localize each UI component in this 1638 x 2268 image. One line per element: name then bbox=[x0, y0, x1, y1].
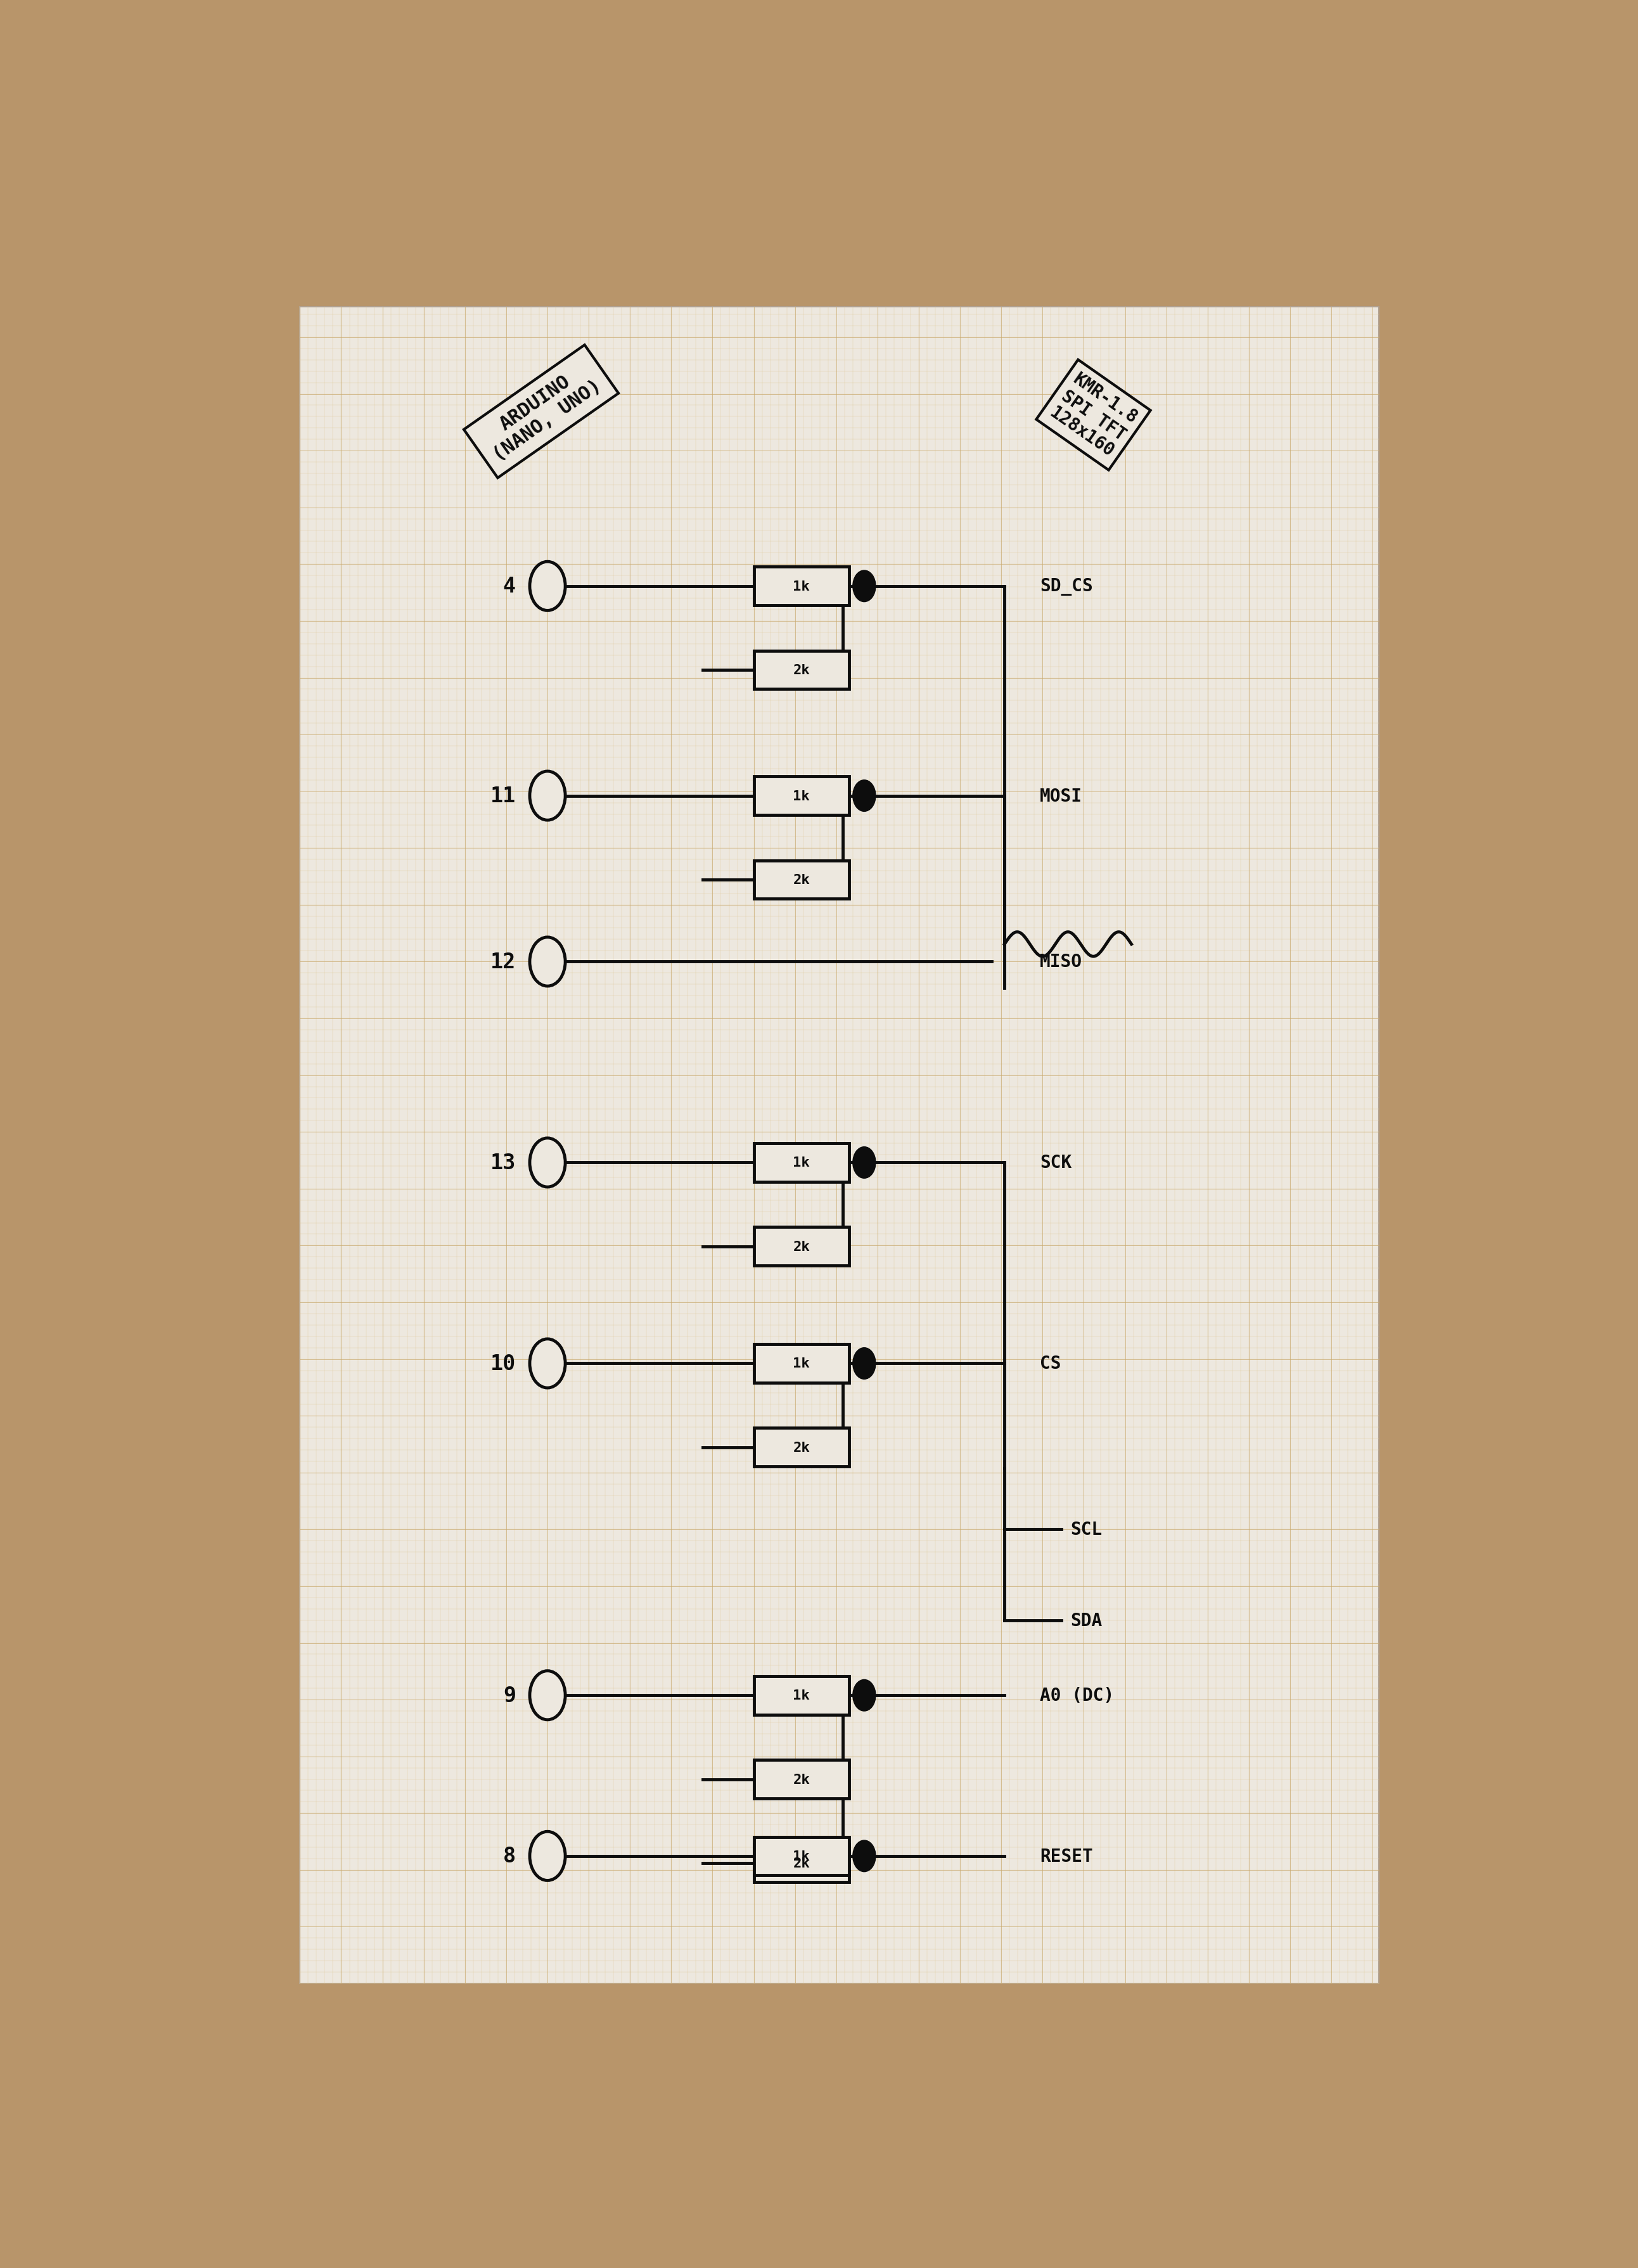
Circle shape bbox=[529, 937, 565, 987]
Bar bbox=[753, 1676, 848, 1715]
Bar bbox=[753, 1429, 848, 1467]
Text: 1k: 1k bbox=[793, 789, 809, 803]
Text: 13: 13 bbox=[490, 1152, 516, 1173]
Text: A0 (DC): A0 (DC) bbox=[1040, 1687, 1114, 1703]
Bar bbox=[753, 1345, 848, 1383]
Text: 1k: 1k bbox=[793, 1690, 809, 1701]
Text: 9: 9 bbox=[503, 1685, 516, 1706]
Text: SCL: SCL bbox=[1071, 1520, 1102, 1538]
Bar bbox=[753, 1227, 848, 1266]
Bar bbox=[753, 1143, 848, 1182]
Text: 11: 11 bbox=[490, 785, 516, 807]
Text: CS: CS bbox=[1040, 1354, 1061, 1372]
Text: SCK: SCK bbox=[1040, 1154, 1071, 1173]
Text: SDA: SDA bbox=[1071, 1613, 1102, 1628]
Text: 12: 12 bbox=[490, 953, 516, 973]
Text: 2k: 2k bbox=[793, 1241, 809, 1252]
Circle shape bbox=[529, 562, 565, 610]
Bar bbox=[753, 778, 848, 814]
Bar bbox=[753, 1760, 848, 1799]
Bar bbox=[753, 860, 848, 898]
Circle shape bbox=[853, 780, 876, 812]
Text: 2k: 2k bbox=[793, 873, 809, 887]
Text: 2k: 2k bbox=[793, 1857, 809, 1869]
Circle shape bbox=[853, 1347, 876, 1379]
Circle shape bbox=[853, 1839, 876, 1871]
Text: ARDUINO
(NANO, UNO): ARDUINO (NANO, UNO) bbox=[477, 358, 604, 465]
Text: 10: 10 bbox=[490, 1354, 516, 1374]
Circle shape bbox=[529, 1833, 565, 1880]
Text: KMR-1.8
SPI TFT
128x160: KMR-1.8 SPI TFT 128x160 bbox=[1047, 370, 1140, 460]
Bar bbox=[300, 306, 1379, 1984]
Text: 1k: 1k bbox=[793, 1356, 809, 1370]
Circle shape bbox=[529, 771, 565, 821]
Bar bbox=[753, 651, 848, 689]
Text: 4: 4 bbox=[503, 576, 516, 596]
Text: RESET: RESET bbox=[1040, 1846, 1093, 1864]
Text: MISO: MISO bbox=[1040, 953, 1083, 971]
Text: 8: 8 bbox=[503, 1846, 516, 1867]
Circle shape bbox=[853, 1681, 876, 1710]
Bar bbox=[753, 1844, 848, 1882]
Text: 2k: 2k bbox=[793, 1774, 809, 1785]
Circle shape bbox=[529, 1139, 565, 1186]
Circle shape bbox=[853, 572, 876, 603]
Text: 1k: 1k bbox=[793, 581, 809, 592]
Text: 1k: 1k bbox=[793, 1157, 809, 1168]
Text: 2k: 2k bbox=[793, 665, 809, 676]
Circle shape bbox=[853, 1148, 876, 1179]
Bar bbox=[753, 567, 848, 606]
Text: SD_CS: SD_CS bbox=[1040, 578, 1093, 596]
Circle shape bbox=[529, 1672, 565, 1719]
Text: 2k: 2k bbox=[793, 1440, 809, 1454]
Text: MOSI: MOSI bbox=[1040, 787, 1083, 805]
Text: 1k: 1k bbox=[793, 1851, 809, 1862]
Bar bbox=[753, 1837, 848, 1876]
Circle shape bbox=[529, 1338, 565, 1388]
